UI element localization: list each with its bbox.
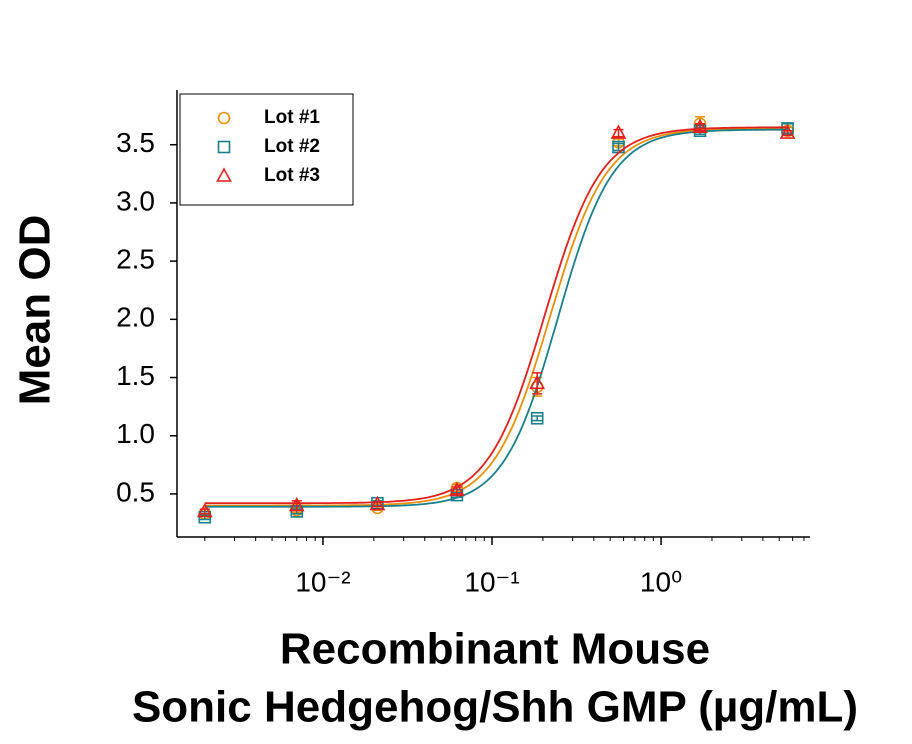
marker (610, 124, 627, 139)
marker (779, 124, 796, 139)
legend-label: Lot #2 (264, 136, 320, 157)
y-tick-label: 0.5 (116, 476, 155, 507)
x-axis-label: Sonic Hedgehog/Shh GMP (µg/mL) (132, 683, 858, 732)
marker (449, 481, 465, 497)
fit-curve (204, 126, 788, 505)
legend-marker (216, 167, 232, 182)
error-bar (695, 123, 706, 132)
marker (196, 502, 213, 518)
fit-curve (204, 128, 788, 508)
y-tick-label: 2.0 (116, 302, 155, 333)
y-tick-label: 3.0 (116, 185, 155, 216)
x-tick-label: 10⁻² (295, 566, 350, 597)
legend-box (179, 93, 354, 206)
y-tick-label: 2.5 (116, 244, 155, 275)
x-tick-label: 10⁰ (640, 566, 682, 597)
error-bar (613, 128, 624, 138)
legend-label: Lot #1 (264, 107, 320, 128)
y-tick-label: 3.5 (116, 127, 155, 158)
x-tick-label: 10⁻¹ (464, 566, 519, 597)
error-bar (451, 486, 462, 495)
error-bar (532, 415, 543, 422)
legend-marker (217, 111, 231, 125)
y-tick-label: 1.0 (116, 418, 155, 449)
y-axis-label: Mean OD (11, 215, 60, 406)
marker (529, 374, 546, 390)
x-axis-label: Recombinant Mouse (280, 625, 710, 674)
marker (369, 495, 386, 511)
y-tick-label: 1.5 (116, 360, 155, 391)
marker (692, 118, 708, 134)
marker (530, 411, 544, 425)
legend-marker (217, 140, 231, 154)
legend-label: Lot #3 (264, 165, 320, 186)
marker (288, 496, 305, 512)
